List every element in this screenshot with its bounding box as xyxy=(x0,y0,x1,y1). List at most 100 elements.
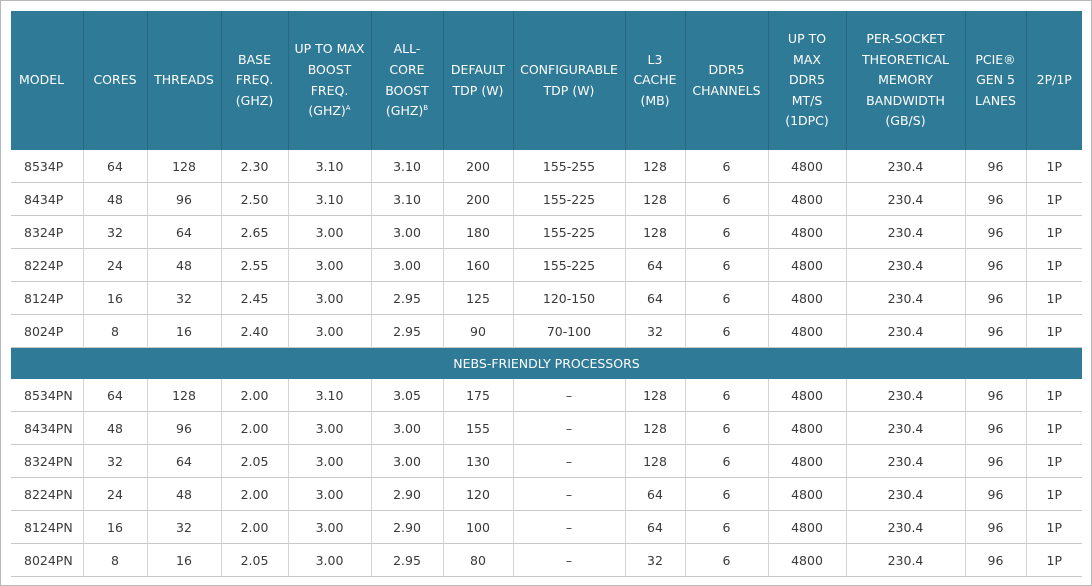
table-row: 8324P 32 64 2.65 3.00 3.00 180 155-225 128 6 4800 2… xyxy=(11,215,1082,249)
table-row: 8124P 16 32 2.45 3.00 2.95 125 120-150 64 6 4800 23… xyxy=(11,281,1082,315)
processor-spec-table: MODEL CORES THREADS BASE FREQ. (GHZ) UP TO MAX… xyxy=(11,11,1082,577)
table-cell: 3.10 xyxy=(288,150,372,183)
table-cell: 8 xyxy=(83,314,148,348)
table-cell: 128 xyxy=(625,182,686,216)
table-cell: 230.4 xyxy=(846,543,966,577)
column-header-line: 2P/1P xyxy=(1036,72,1072,88)
column-header: UP TO MAX BOOST FREQ. (GHZ)A xyxy=(288,11,372,150)
table-cell: – xyxy=(513,477,626,511)
table-cell: 3.00 xyxy=(288,411,372,445)
table-cell: 32 xyxy=(147,281,222,315)
column-header-line: THREADS xyxy=(154,72,214,88)
column-header-line: CONFIGURABLE xyxy=(520,61,618,77)
table-cell: 3.00 xyxy=(371,248,444,282)
section-divider: NEBS-FRIENDLY PROCESSORS xyxy=(11,347,1082,379)
table-cell: 16 xyxy=(83,510,148,544)
table-cell: 155-225 xyxy=(513,215,626,249)
table-cell: – xyxy=(513,379,626,412)
table-cell: 96 xyxy=(965,510,1027,544)
table-cell: 125 xyxy=(443,281,514,315)
table-row: 8124PN 16 32 2.00 3.00 2.90 100–64 6 4800 230.4 96… xyxy=(11,510,1082,544)
table-cell: 6 xyxy=(685,150,769,183)
column-header: THREADS xyxy=(147,11,222,150)
table-cell: 4800 xyxy=(768,411,847,445)
column-header: CORES xyxy=(83,11,148,150)
table-cell: 128 xyxy=(147,150,222,183)
table-row: 8224PN 24 48 2.00 3.00 2.90 120–64 6 4800 230.4 96… xyxy=(11,477,1082,511)
table-cell: 96 xyxy=(965,150,1027,183)
column-header-line: DEFAULT xyxy=(450,61,506,77)
model-cell: 8534P xyxy=(11,150,84,183)
table-cell: 180 xyxy=(443,215,514,249)
table-cell: 2.00 xyxy=(221,411,289,445)
table-cell: 32 xyxy=(147,510,222,544)
table-cell: 2.05 xyxy=(221,543,289,577)
table-cell: 64 xyxy=(83,379,148,412)
table-row: 8434PN 48 96 2.00 3.00 3.00 155–128 6 4800 230.4 9… xyxy=(11,411,1082,445)
column-header-line: (GHZ) xyxy=(385,103,424,119)
table-cell: 230.4 xyxy=(846,281,966,315)
table-cell: 3.10 xyxy=(371,182,444,216)
column-header: ALL- CORE BOOST (GHZ)B xyxy=(371,11,444,150)
model-cell: 8324PN xyxy=(11,444,84,478)
table-row: 8224P 24 48 2.55 3.00 3.00 160 155-225 64 6 4800 23… xyxy=(11,248,1082,282)
table-cell: 1P xyxy=(1026,314,1082,348)
table-cell: 6 xyxy=(685,510,769,544)
column-header-line: CACHE xyxy=(633,72,677,88)
table-cell: 6 xyxy=(685,444,769,478)
nebs-processors-body: 8534PN 64 128 2.00 3.10 3.05 175–128 6 4800 230.4… xyxy=(11,379,1082,577)
model-cell: 8124P xyxy=(11,281,84,315)
table-cell: 120-150 xyxy=(513,281,626,315)
table-cell: 128 xyxy=(625,215,686,249)
table-cell: 4800 xyxy=(768,477,847,511)
table-cell: 6 xyxy=(685,477,769,511)
column-header: PCIE® GEN 5 LANES xyxy=(965,11,1027,150)
table-cell: 90 xyxy=(443,314,514,348)
model-cell: 8534PN xyxy=(11,379,84,412)
table-cell: 2.95 xyxy=(371,543,444,577)
table-cell: 96 xyxy=(965,215,1027,249)
table-cell: 1P xyxy=(1026,281,1082,315)
footnote-marker: A xyxy=(345,103,351,112)
table-cell: 2.90 xyxy=(371,510,444,544)
table-cell: 2.00 xyxy=(221,510,289,544)
table-cell: 32 xyxy=(83,444,148,478)
table-cell: 96 xyxy=(965,248,1027,282)
table-cell: 1P xyxy=(1026,379,1082,412)
table-cell: 3.10 xyxy=(288,379,372,412)
table-cell: 155-225 xyxy=(513,248,626,282)
column-header-line: MAX xyxy=(793,51,821,67)
table-cell: 3.00 xyxy=(288,543,372,577)
column-header-line: THEORETICAL xyxy=(862,51,949,67)
column-header-line: BOOST xyxy=(385,82,429,98)
table-cell: 3.00 xyxy=(288,477,372,511)
column-header-line: (GB/S) xyxy=(885,113,926,129)
column-header-line: LANES xyxy=(975,92,1016,108)
table-cell: 8 xyxy=(83,543,148,577)
column-header: UP TO MAX DDR5 MT/S (1DPC) xyxy=(768,11,847,150)
table-cell: 2.90 xyxy=(371,477,444,511)
table-cell: 128 xyxy=(625,411,686,445)
table-cell: 96 xyxy=(965,379,1027,412)
table-cell: 96 xyxy=(965,543,1027,577)
table-cell: 120 xyxy=(443,477,514,511)
table-row: 8324PN 32 64 2.05 3.00 3.00 130–128 6 4800 230.4 9… xyxy=(11,444,1082,478)
table-cell: 155-225 xyxy=(513,182,626,216)
table-cell: 2.55 xyxy=(221,248,289,282)
table-cell: 200 xyxy=(443,182,514,216)
column-header: DEFAULT TDP (W) xyxy=(443,11,514,150)
header-row: MODEL CORES THREADS BASE FREQ. (GHZ) UP TO MAX… xyxy=(11,11,1082,150)
column-header: BASE FREQ. (GHZ) xyxy=(221,11,289,150)
table-cell: – xyxy=(513,543,626,577)
table-cell: 6 xyxy=(685,182,769,216)
column-header-line: DDR5 xyxy=(708,61,745,77)
table-cell: 64 xyxy=(147,444,222,478)
table-cell: 96 xyxy=(965,182,1027,216)
table-cell: 64 xyxy=(625,477,686,511)
table-cell: 96 xyxy=(965,281,1027,315)
table-cell: 64 xyxy=(147,215,222,249)
table-cell: 155-255 xyxy=(513,150,626,183)
column-header-line: MT/S xyxy=(791,92,823,108)
column-header: DDR5 CHANNELS xyxy=(685,11,769,150)
table-cell: 200 xyxy=(443,150,514,183)
